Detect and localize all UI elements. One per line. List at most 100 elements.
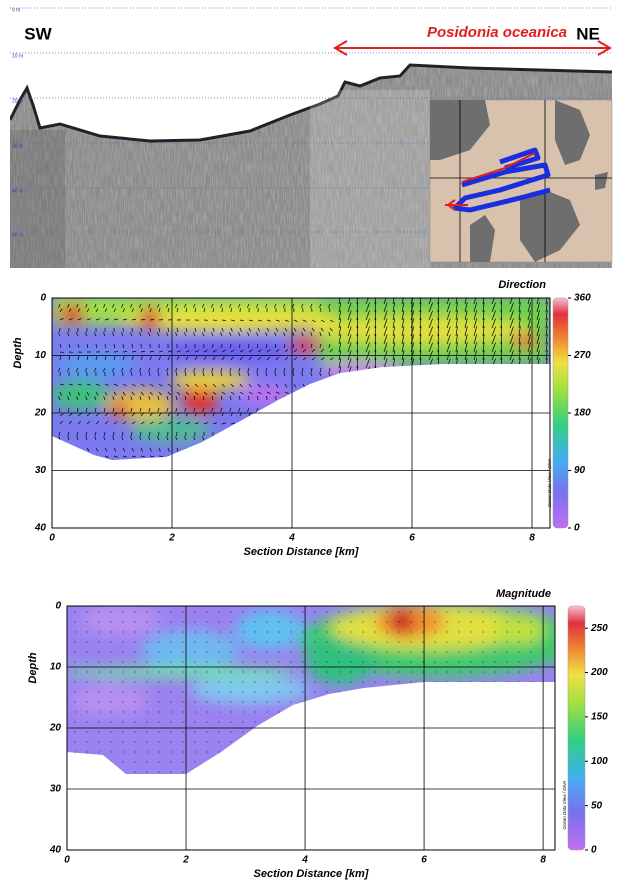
current-dot	[171, 752, 172, 753]
current-arrow	[366, 439, 370, 448]
current-dot	[363, 662, 364, 663]
current-arrow	[348, 431, 351, 440]
current-dot	[291, 622, 292, 623]
current-arrow	[510, 431, 513, 440]
colorbar-tick-label: 50	[591, 800, 603, 811]
current-dot	[123, 652, 124, 653]
current-dot	[159, 732, 160, 733]
current-arrow	[78, 456, 82, 458]
current-dot	[291, 772, 292, 773]
current-arrow	[375, 414, 376, 424]
current-dot	[471, 642, 472, 643]
current-arrow	[339, 382, 341, 392]
current-arrow	[528, 406, 530, 416]
current-dot	[75, 712, 76, 713]
current-arrow	[411, 374, 414, 384]
current-dot	[171, 712, 172, 713]
current-dot	[303, 612, 304, 613]
current-arrow	[492, 367, 496, 376]
current-arrow	[429, 423, 433, 432]
current-arrow	[285, 432, 286, 436]
current-dot	[123, 642, 124, 643]
current-dot	[255, 742, 256, 743]
current-dot	[183, 682, 184, 683]
current-dot	[291, 672, 292, 673]
current-dot	[507, 682, 508, 683]
current-dot	[195, 642, 196, 643]
current-arrow	[465, 414, 467, 424]
current-dot	[159, 652, 160, 653]
current-dot	[99, 652, 100, 653]
current-dot	[495, 622, 496, 623]
current-dot	[111, 672, 112, 673]
current-arrow	[456, 398, 458, 408]
current-arrow	[456, 366, 458, 376]
current-dot	[447, 632, 448, 633]
current-dot	[459, 662, 460, 663]
current-dot	[279, 682, 280, 683]
current-arrow	[420, 382, 421, 392]
current-dot	[243, 762, 244, 763]
current-dot	[231, 662, 232, 663]
current-arrow	[249, 423, 253, 424]
current-dot	[435, 652, 436, 653]
current-dot	[351, 612, 352, 613]
current-dot	[423, 732, 424, 733]
current-arrow	[375, 422, 376, 432]
current-dot	[327, 682, 328, 683]
current-dot	[471, 652, 472, 653]
current-dot	[243, 732, 244, 733]
current-arrow	[348, 383, 351, 392]
current-dot	[495, 672, 496, 673]
current-arrow	[195, 448, 196, 452]
current-dot	[255, 712, 256, 713]
current-arrow	[411, 406, 414, 416]
current-dot	[531, 762, 532, 763]
current-dot	[231, 622, 232, 623]
current-dot	[399, 762, 400, 763]
current-dot	[363, 652, 364, 653]
current-dot	[459, 772, 460, 773]
current-arrow	[438, 438, 439, 448]
current-dot	[315, 652, 316, 653]
current-arrow	[537, 414, 539, 424]
current-dot	[423, 742, 424, 743]
current-arrow	[384, 415, 387, 424]
current-dot	[495, 762, 496, 763]
current-dot	[135, 662, 136, 663]
current-dot	[399, 772, 400, 773]
colorbar-tick-label: 180	[574, 408, 591, 419]
current-dot	[459, 692, 460, 693]
current-arrow	[420, 438, 421, 448]
current-arrow	[348, 399, 351, 408]
inset-map	[430, 100, 612, 262]
current-arrow	[429, 391, 433, 400]
current-dot	[159, 672, 160, 673]
current-dot	[531, 622, 532, 623]
current-dot	[315, 632, 316, 633]
current-dot	[411, 612, 412, 613]
x-tick-label: 0	[49, 533, 55, 544]
current-dot	[411, 642, 412, 643]
current-dot	[171, 722, 172, 723]
current-dot	[411, 692, 412, 693]
current-arrow	[375, 398, 376, 408]
current-dot	[411, 722, 412, 723]
current-dot	[435, 702, 436, 703]
current-arrow	[447, 391, 450, 400]
current-dot	[123, 632, 124, 633]
current-arrow	[283, 408, 285, 412]
current-dot	[279, 722, 280, 723]
current-dot	[147, 752, 148, 753]
current-dot	[363, 642, 364, 643]
current-dot	[411, 622, 412, 623]
current-dot	[411, 742, 412, 743]
current-arrow	[492, 447, 496, 456]
current-dot	[171, 642, 172, 643]
current-dot	[447, 682, 448, 683]
current-dot	[375, 702, 376, 703]
current-dot	[207, 612, 208, 613]
current-arrow	[393, 422, 395, 432]
current-dot	[183, 672, 184, 673]
current-arrow	[330, 454, 334, 456]
